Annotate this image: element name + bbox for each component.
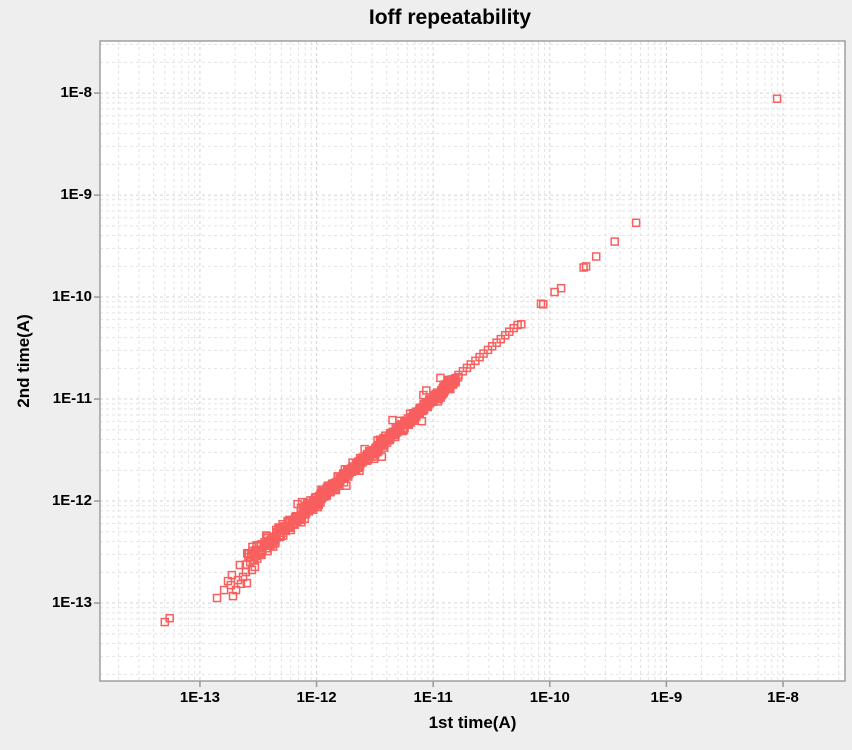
x-tick-label: 1E-13 [179, 689, 220, 706]
y-tick-label: 1E-13 [51, 594, 92, 612]
y-tick-label: 1E-12 [51, 492, 92, 510]
y-tick-label: 1E-9 [60, 186, 92, 204]
x-axis-label: 1st time(A) [428, 713, 517, 732]
y-tick-label: 1E-11 [52, 390, 92, 408]
y-tick-label: 1E-10 [51, 288, 92, 306]
x-tick-label: 1E-11 [413, 689, 453, 706]
x-tick-label: 1E-12 [296, 689, 337, 706]
x-tick-label: 1E-9 [650, 689, 683, 706]
x-tick-label: 1E-8 [767, 689, 799, 706]
y-tick-label: 1E-8 [60, 84, 92, 102]
x-tick-label: 1E-10 [529, 689, 570, 706]
y-axis-label: 2nd time(A) [14, 314, 33, 408]
chart-title: Ioff repeatability [368, 6, 532, 29]
